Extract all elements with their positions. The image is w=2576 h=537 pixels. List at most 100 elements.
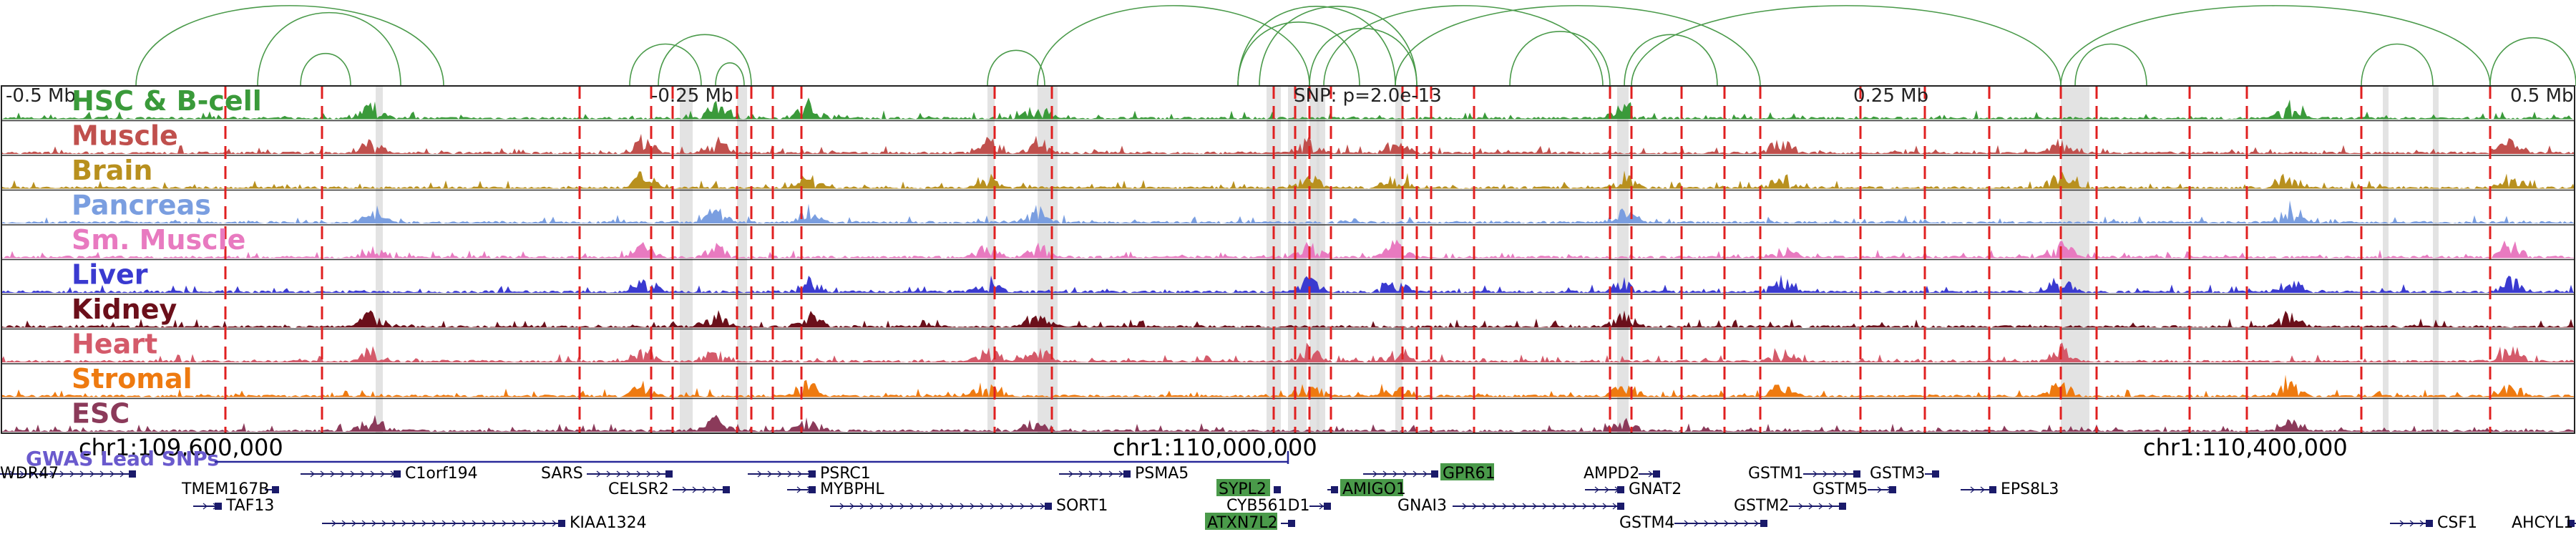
strand-arrow [1552,503,1557,510]
signal-track-4 [1,239,2575,258]
gene-label: WDR47 [0,465,59,483]
strand-arrow [1402,470,1407,478]
chromatin-loop [1395,5,1761,87]
gene-label: TAF13 [225,497,274,515]
strand-arrow [1823,470,1828,478]
strand-arrow [682,486,687,493]
strand-arrow [203,503,208,510]
strand-arrow [1532,503,1537,510]
gene-exon [723,486,730,493]
track-label: HSC & B-cell [72,85,262,117]
strand-arrow [502,520,507,527]
chromatin-loop [987,49,1045,87]
strand-arrow [980,503,985,510]
strand-arrow [787,470,792,478]
strand-arrow [1118,470,1123,478]
track-label: Brain [72,155,152,186]
strand-arrow [1684,520,1689,527]
distance-axis: -0.5 Mb -0.25 Mb SNP: p=2.0e-13 0.25 Mb … [6,85,2574,107]
strand-arrow [462,520,467,527]
strand-arrow [330,470,335,478]
chromatin-loop [1237,21,1360,87]
strand-arrow [89,470,94,478]
strand-arrow [990,503,995,510]
chromatin-loop [257,11,401,87]
gene-exon [215,503,222,510]
strand-arrow [381,520,386,527]
strand-arrow [542,520,547,527]
signal-track-2 [1,170,2575,189]
strand-arrow [1562,503,1567,510]
strand-arrow [340,470,345,478]
gene-exon [394,470,401,478]
strand-arrow [1020,503,1025,510]
chromatin-loop [1259,6,1418,87]
strand-arrow [1010,503,1015,510]
strand-arrow [350,470,355,478]
strand-arrow [401,520,406,527]
axis-label-minus-half-mb: -0.5 Mb [6,85,76,107]
chromatin-loop [1631,5,2062,87]
strand-arrow [552,520,557,527]
strand-arrow [879,503,884,510]
strand-arrow [1462,503,1467,510]
gene-label: SARS [541,465,583,483]
gene-exon [1324,503,1331,510]
strand-arrow [1744,520,1749,527]
chromatin-loop [1509,31,1611,87]
strand-arrow [320,470,325,478]
strand-arrow [69,470,74,478]
strand-arrow [1813,470,1818,478]
snp-pvalue-label: SNP: p=2.0e-13 [1294,85,1442,107]
axis-label-quarter-mb: 0.25 Mb [1853,85,1928,107]
coordinate-label: chr1:110,400,000 [2143,434,2348,461]
strand-arrow [1714,520,1719,527]
strand-arrow [1970,486,1975,493]
strand-arrow [1843,470,1848,478]
strand-arrow [1818,503,1823,510]
chromatin-loop [2489,37,2576,87]
strand-arrow [1592,503,1597,510]
strand-arrow [1877,486,1882,493]
strand-arrow [636,470,641,478]
gene-exon [1274,486,1281,493]
strand-arrow [1030,503,1035,510]
strand-arrow [371,520,376,527]
strand-arrow [1492,503,1497,510]
strand-arrow [1704,520,1709,527]
gwas-lead-snps-track: GWAS Lead SNPs [26,447,1289,470]
track-label: ESC [72,398,130,430]
strand-arrow [431,520,436,527]
gene-label: KIAA1324 [570,514,647,532]
chromatin-loop [715,62,745,87]
gene-exon [809,486,816,493]
chromatin-loop [135,5,444,87]
strand-arrow [930,503,935,510]
chromatin-loop-arcs [135,5,2576,87]
strand-arrow [1482,503,1487,510]
gene-label: AMIGO1 [1342,480,1406,498]
gene-highlight-box [1216,479,1270,496]
gene-highlight-box [1340,479,1403,496]
strand-arrow [2399,520,2404,527]
gene-label: PSMA5 [1135,465,1189,483]
strand-arrow [1413,470,1418,478]
gene-exon [1839,503,1846,510]
gene-label: CYB561D1 [1226,497,1309,515]
strand-arrow [49,470,54,478]
gene-exon [1932,470,1939,478]
strand-arrow [79,470,84,478]
track-label: Heart [72,329,157,360]
strand-arrow [472,520,477,527]
chromatin-loop [2361,43,2434,87]
strand-arrow [1604,486,1609,493]
strand-arrow [1423,470,1428,478]
strand-arrow [606,470,611,478]
gene-annotation-track: WDR47 C1orf194 SARS PSRC1 PSMA5 GPR61 AMPD2 GST… [0,463,2576,532]
gene-exon [1288,520,1295,527]
strand-arrow [361,520,366,527]
chromatin-loop [1323,5,1604,87]
strand-arrow [1612,503,1617,510]
strand-arrow [29,470,34,478]
